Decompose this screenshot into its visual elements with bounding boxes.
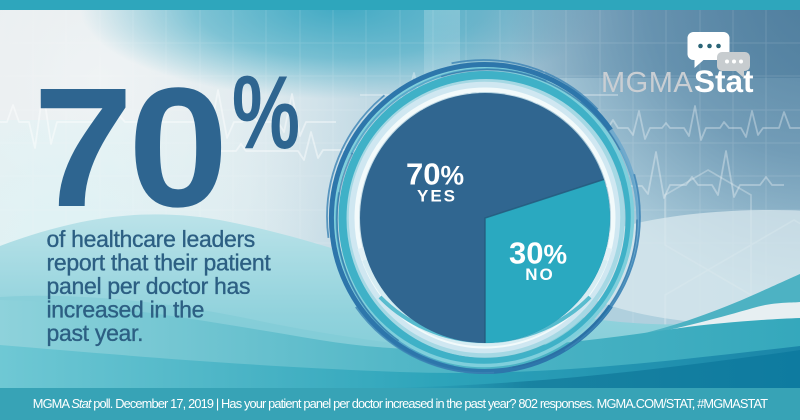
svg-text:30%: 30% — [509, 236, 567, 271]
svg-text:NO: NO — [525, 265, 555, 284]
svg-text:MGMA Stat poll. December 17, 2: MGMA Stat poll. December 17, 2019 | Has … — [33, 396, 769, 411]
svg-text:MGMA: MGMA — [601, 67, 693, 99]
svg-text:YES: YES — [417, 187, 457, 206]
svg-text:70: 70 — [33, 53, 223, 243]
svg-text:panel per doctor has: panel per doctor has — [47, 273, 251, 299]
svg-text:past year.: past year. — [47, 320, 144, 346]
svg-text:increased in the: increased in the — [47, 297, 205, 323]
svg-text:%: % — [232, 55, 300, 171]
svg-text:of healthcare leaders: of healthcare leaders — [47, 226, 256, 252]
svg-text:70%: 70% — [406, 157, 464, 192]
svg-text:report that their patient: report that their patient — [47, 250, 272, 276]
